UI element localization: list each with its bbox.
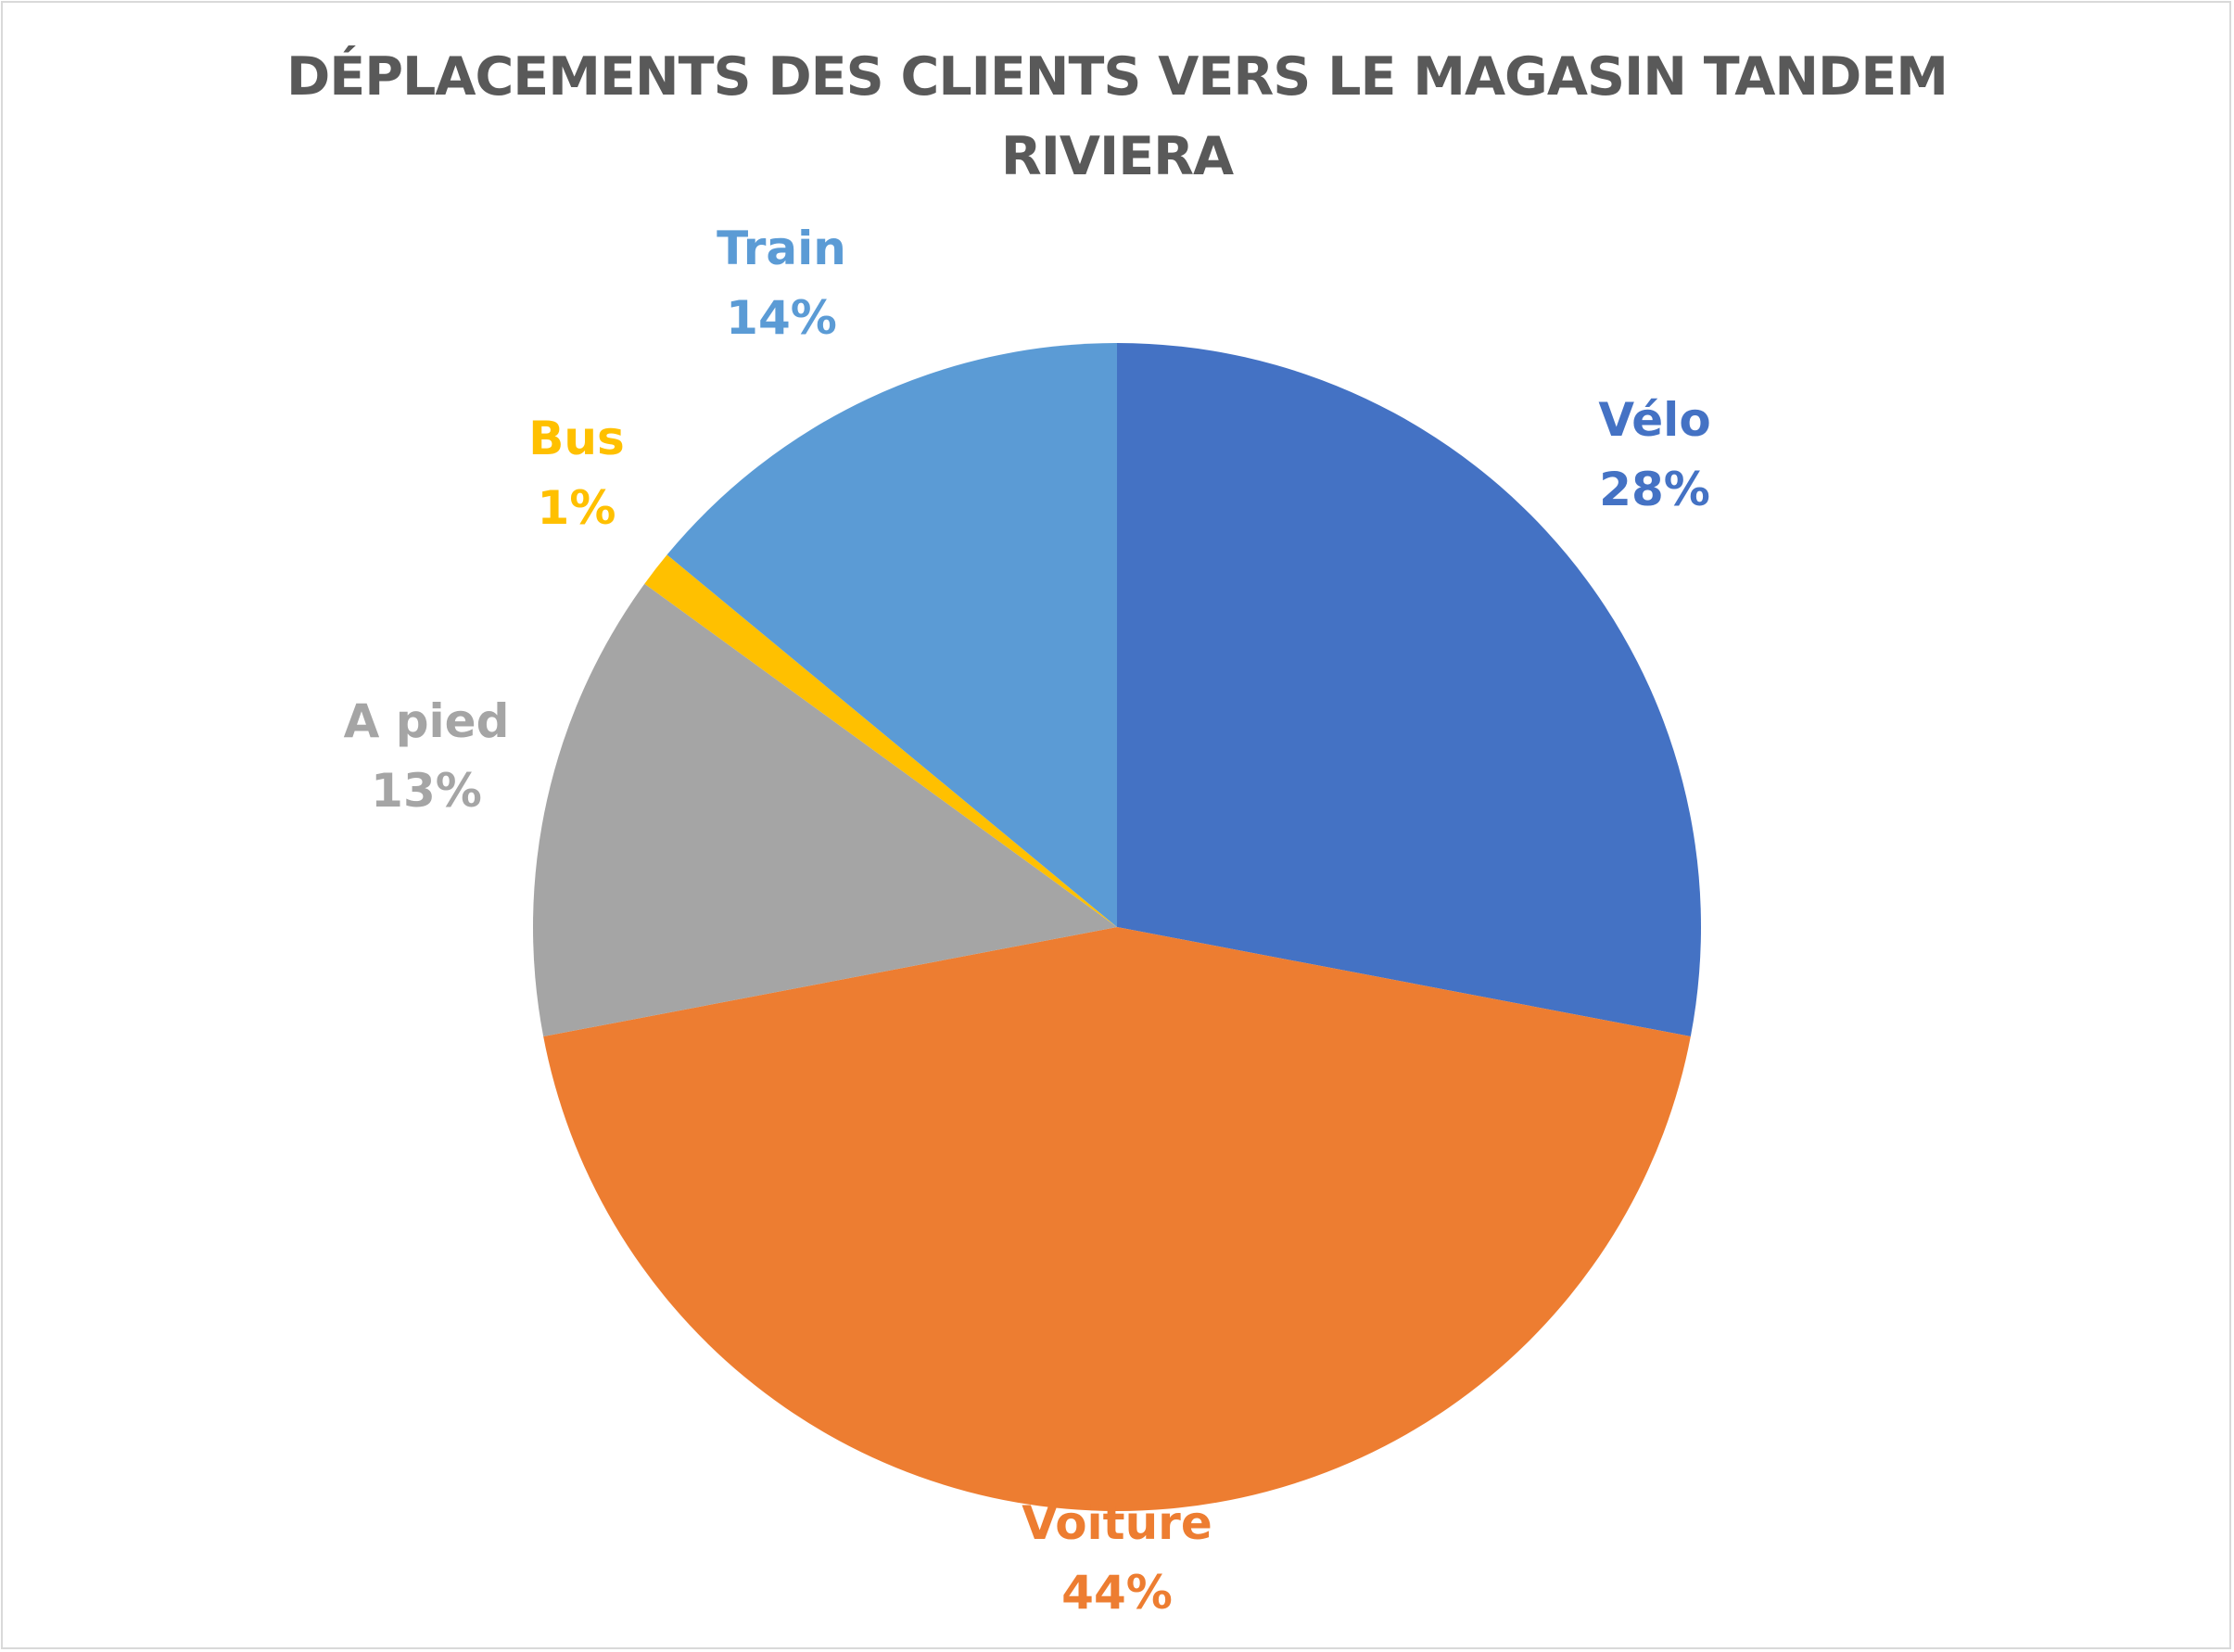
slice-category-label: Train	[717, 222, 846, 275]
pie-slices	[533, 343, 1701, 1511]
slice-value-label: 1%	[538, 481, 616, 535]
pie-labels: Vélo 28% Voiture 44% A pied 13% Bus 1% Train 14%	[344, 222, 1711, 1620]
pie-slice-a-pied	[533, 583, 1117, 1037]
pie-slice-v-lo	[1117, 343, 1701, 1037]
slice-category-label: Vélo	[1598, 393, 1710, 447]
slice-value-label: 14%	[726, 291, 837, 345]
slice-value-label: 13%	[371, 764, 482, 818]
slice-value-label: 44%	[1061, 1566, 1173, 1620]
pie-slice-train	[666, 343, 1117, 927]
chart-title: DÉPLACEMENTS DES CLIENTS VERS LE MAGASIN…	[286, 46, 1948, 187]
slice-category-label: Bus	[528, 412, 624, 465]
slice-category-label: Voiture	[1022, 1496, 1212, 1550]
pie-slice-bus	[644, 554, 1117, 927]
slice-category-label: A pied	[344, 694, 510, 748]
slice-value-label: 28%	[1599, 463, 1710, 516]
pie-slice-voiture	[543, 927, 1691, 1511]
